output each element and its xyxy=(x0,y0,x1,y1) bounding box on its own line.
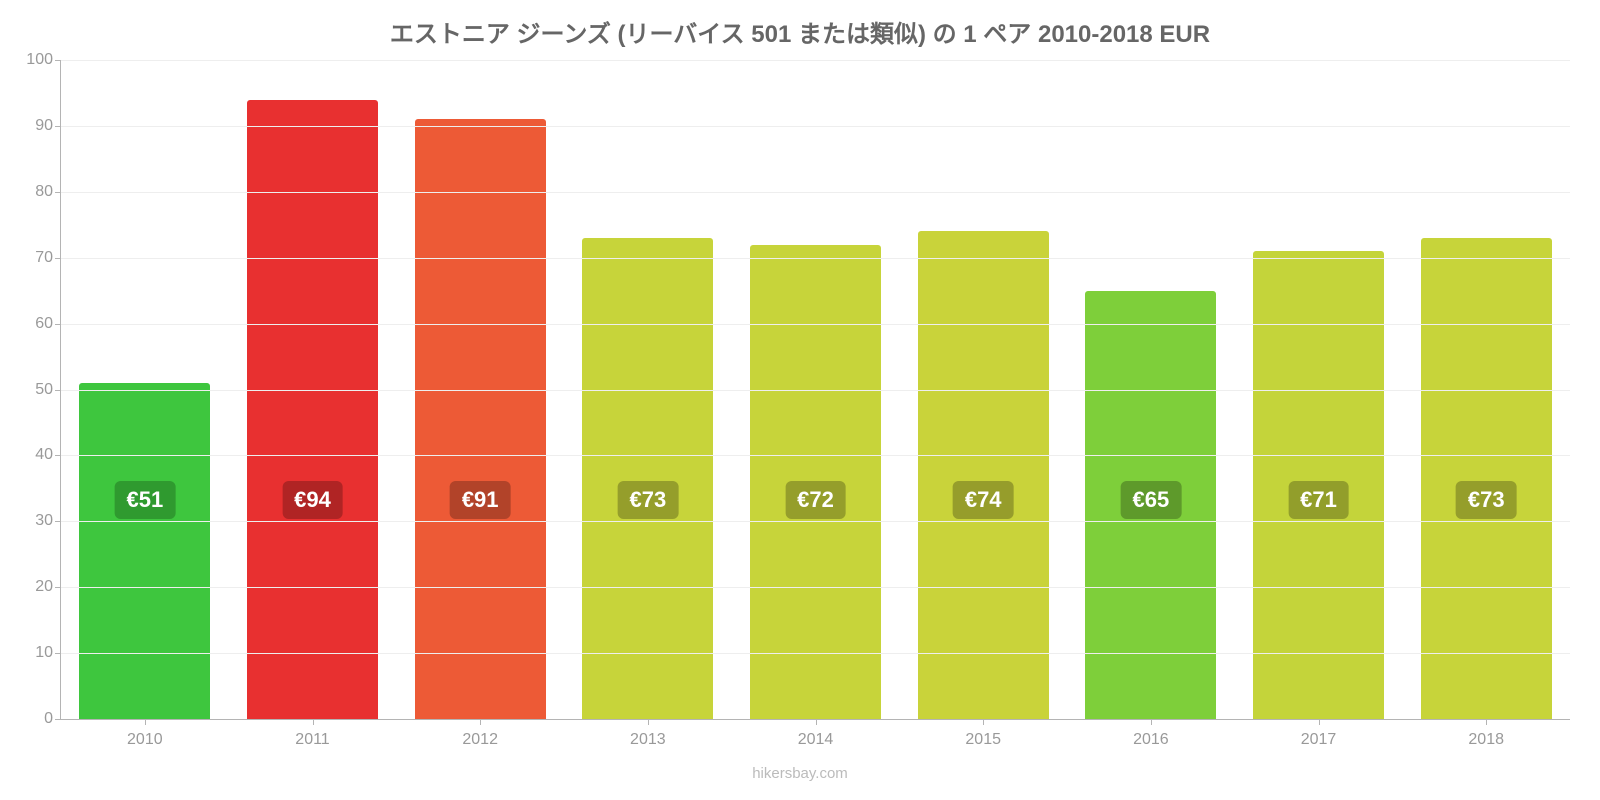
grid-line xyxy=(61,126,1570,127)
grid-line xyxy=(61,455,1570,456)
bar: €73 xyxy=(1421,238,1552,719)
y-tick-label: 30 xyxy=(35,512,61,530)
x-tick-label: 2015 xyxy=(899,719,1067,749)
bar: €72 xyxy=(750,245,881,719)
attribution-text: hikersbay.com xyxy=(0,765,1600,782)
bar: €51 xyxy=(79,383,210,719)
grid-line xyxy=(61,587,1570,588)
x-tick-label: 2010 xyxy=(61,719,229,749)
bar: €71 xyxy=(1253,251,1384,719)
bar: €65 xyxy=(1085,291,1216,719)
value-badge: €65 xyxy=(1121,481,1182,519)
y-tick-label: 60 xyxy=(35,315,61,333)
value-badge: €91 xyxy=(450,481,511,519)
chart-container: エストニア ジーンズ (リーバイス 501 または類似) の 1 ペア 2010… xyxy=(0,0,1600,800)
y-tick-label: 90 xyxy=(35,117,61,135)
value-badge: €72 xyxy=(785,481,846,519)
grid-line xyxy=(61,521,1570,522)
value-badge: €71 xyxy=(1288,481,1349,519)
value-badge: €73 xyxy=(1456,481,1517,519)
x-tick-label: 2017 xyxy=(1235,719,1403,749)
y-tick-label: 10 xyxy=(35,644,61,662)
y-tick-label: 50 xyxy=(35,381,61,399)
value-badge: €74 xyxy=(953,481,1014,519)
bar: €73 xyxy=(582,238,713,719)
grid-line xyxy=(61,390,1570,391)
x-tick-label: 2012 xyxy=(396,719,564,749)
grid-line xyxy=(61,258,1570,259)
value-badge: €73 xyxy=(617,481,678,519)
chart-title: エストニア ジーンズ (リーバイス 501 または類似) の 1 ペア 2010… xyxy=(0,14,1600,49)
x-tick-label: 2016 xyxy=(1067,719,1235,749)
y-tick-label: 0 xyxy=(44,710,61,728)
y-tick-label: 70 xyxy=(35,249,61,267)
grid-line xyxy=(61,192,1570,193)
bar: €91 xyxy=(415,119,546,719)
y-tick-label: 40 xyxy=(35,446,61,464)
grid-line xyxy=(61,653,1570,654)
x-tick-label: 2011 xyxy=(229,719,397,749)
x-tick-label: 2018 xyxy=(1402,719,1570,749)
y-tick-label: 20 xyxy=(35,578,61,596)
bar: €74 xyxy=(918,231,1049,719)
grid-line xyxy=(61,324,1570,325)
plot-area: €512010€942011€912012€732013€722014€7420… xyxy=(60,60,1570,720)
value-badge: €94 xyxy=(282,481,343,519)
y-tick-label: 100 xyxy=(26,51,61,69)
y-tick-label: 80 xyxy=(35,183,61,201)
x-tick-label: 2013 xyxy=(564,719,732,749)
grid-line xyxy=(61,60,1570,61)
value-badge: €51 xyxy=(114,481,175,519)
x-tick-label: 2014 xyxy=(732,719,900,749)
